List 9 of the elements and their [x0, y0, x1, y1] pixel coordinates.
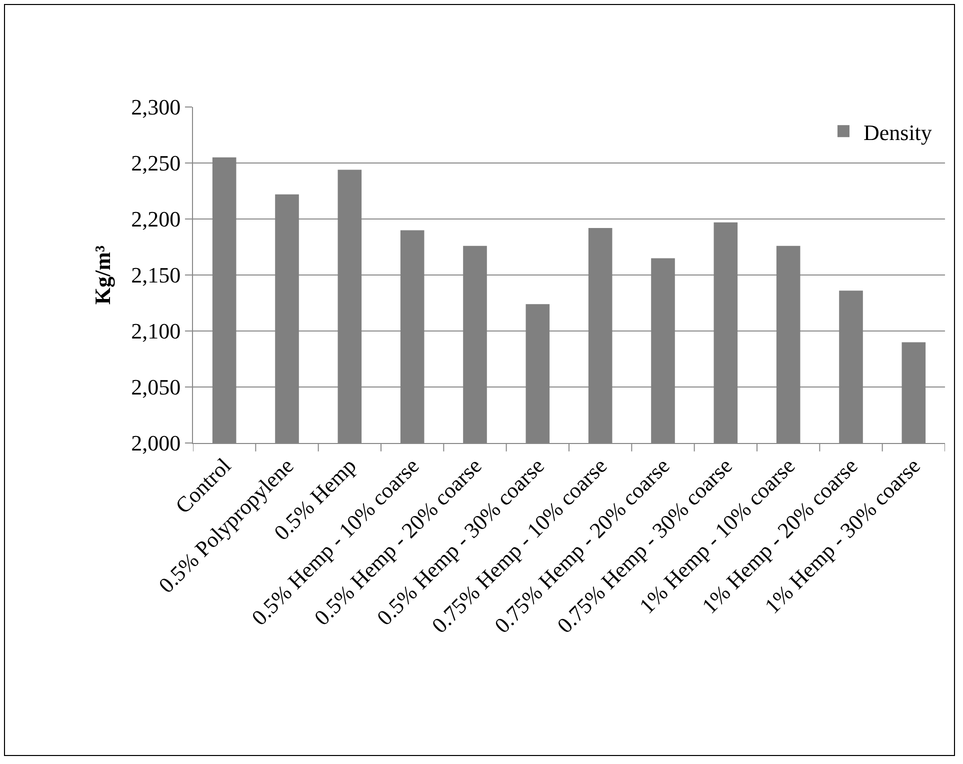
y-tick-label: 2,100	[131, 318, 181, 344]
legend-label: Density	[863, 120, 932, 145]
y-tick-label: 2,000	[131, 430, 181, 456]
y-tick-label: 2,150	[131, 262, 181, 288]
y-axis-title: Kg/m³	[90, 245, 115, 305]
y-tick-label: 2,250	[131, 150, 181, 176]
y-tick-label: 2,200	[131, 206, 181, 232]
y-tick-label: 2,300	[131, 94, 181, 120]
y-tick-label: 2,050	[131, 374, 181, 400]
